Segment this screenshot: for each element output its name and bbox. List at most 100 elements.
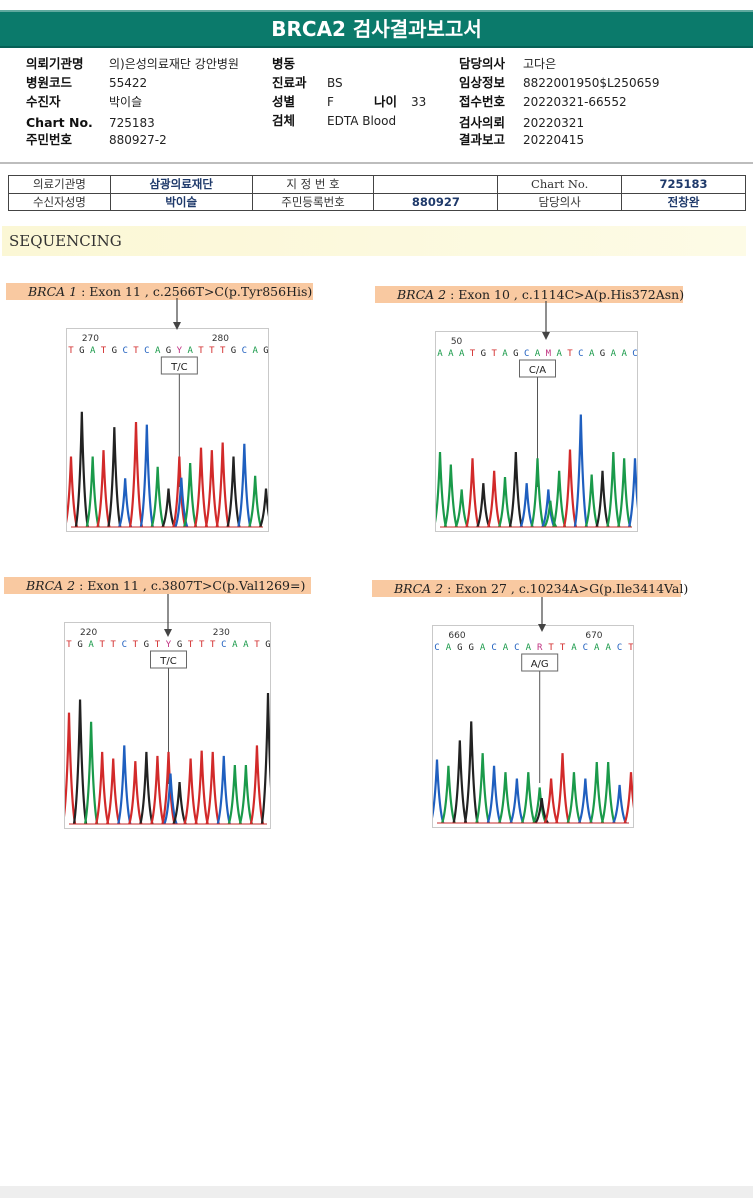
trace-peak	[552, 470, 567, 528]
trace-peak	[486, 765, 502, 824]
value-resident-number: 880927-2	[109, 133, 167, 147]
trace-peak	[74, 411, 89, 528]
trace-peak	[487, 470, 502, 528]
base-call-letter: T	[101, 346, 107, 356]
trace-peak	[562, 449, 578, 528]
label-clinical-info: 임상정보	[459, 75, 506, 90]
call-box	[150, 650, 187, 669]
base-call-letter: A	[605, 643, 611, 653]
base-call-letter: G	[177, 640, 182, 650]
base-call-letter: G	[265, 640, 270, 650]
trace-peak	[600, 761, 616, 824]
base-call-letter: A	[480, 643, 486, 653]
trace-peak	[509, 778, 525, 824]
chromatogram-panel: 220 230 T G A T T C T G T Y G T T T C A A T G T/C	[64, 622, 271, 829]
scan-cell-resident-label: 주민등록번호	[251, 192, 375, 211]
trace-peak	[205, 751, 220, 825]
trace-peak	[627, 458, 637, 528]
base-call-letter: A	[556, 349, 562, 359]
trace-peak	[612, 784, 627, 824]
trace-peak	[194, 750, 209, 825]
base-call-letter: G	[144, 640, 149, 650]
base-call-letter: G	[112, 346, 117, 356]
base-call-letter: A	[502, 349, 508, 359]
variant-detail: : Exon 10 , c.1114C>A(p.His372Asn)	[446, 287, 685, 302]
trace-peak	[555, 753, 570, 824]
base-call-letter: A	[594, 643, 600, 653]
trace-peak	[128, 761, 143, 825]
scan-cell-recipient-value: 박이슬	[109, 192, 253, 211]
trace-peak	[441, 765, 456, 824]
base-call-letter: G	[513, 349, 518, 359]
base-call-letter: A	[437, 349, 443, 359]
base-call-letter: A	[611, 349, 617, 359]
genotype-call: A/G	[531, 659, 549, 670]
scan-cell-institution-value: 삼광의료재단	[109, 175, 253, 194]
base-call-letter: G	[79, 346, 84, 356]
base-call-letter: T	[111, 640, 117, 650]
base-call-letter: T	[220, 346, 226, 356]
trace-peak	[216, 755, 231, 825]
trace-peak	[498, 772, 513, 824]
base-call-letter: A	[535, 349, 541, 359]
variant-detail: : Exon 27 , c.10234A>G(p.Ile3414Val)	[443, 581, 689, 596]
label-specimen: 검체	[272, 113, 296, 128]
value-age: 33	[411, 95, 427, 109]
trace-peak	[519, 483, 534, 528]
base-call-letter: T	[628, 643, 634, 653]
base-call-letter: A	[88, 640, 94, 650]
base-call-letter: T	[491, 349, 497, 359]
base-call-letter: A	[252, 346, 258, 356]
trace-peak	[508, 451, 523, 528]
trace-peak	[238, 765, 254, 825]
trace-peak	[183, 758, 198, 825]
trace-peak	[106, 758, 121, 825]
label-requesting-institution: 의뢰기관명	[26, 56, 84, 71]
variant-label: BRCA 2 : Exon 10 , c.1114C>A(p.His372Asn…	[375, 286, 685, 303]
base-call-letter: T	[470, 349, 476, 359]
position-label-left: 50	[451, 337, 463, 347]
trace-peak	[85, 456, 100, 528]
base-call-letter: C	[491, 643, 496, 653]
trace-peak	[161, 488, 176, 528]
trace-peak	[436, 451, 448, 528]
trace-peak	[566, 772, 582, 824]
trace-peak	[227, 765, 242, 825]
label-resident-number: 주민번호	[26, 132, 73, 147]
trace-peak	[573, 414, 588, 528]
trace-peak	[463, 721, 479, 824]
trace-peak	[204, 450, 219, 528]
base-call-letter: A	[589, 349, 595, 359]
trace-peak	[139, 751, 154, 825]
label-chart-no: Chart No.	[26, 115, 93, 130]
label-request-date: 검사의뢰	[459, 115, 506, 130]
trace-peak	[215, 442, 230, 528]
scan-cell-designation-label: 지 정 번 호	[251, 175, 375, 194]
base-call-letter: C	[514, 643, 519, 653]
trace-peak	[617, 458, 632, 528]
base-call-letter: C	[122, 346, 127, 356]
trace-peak	[578, 778, 593, 824]
label-report-date: 결과보고	[459, 132, 506, 147]
base-call-letter: M	[546, 349, 552, 359]
position-label-left: 220	[80, 628, 97, 638]
base-call-letter: T	[68, 346, 74, 356]
base-call-letter: T	[209, 346, 215, 356]
trace-peak	[172, 782, 187, 825]
base-call-letter: A	[571, 643, 577, 653]
base-call-letter: A	[155, 346, 161, 356]
trace-peak	[128, 422, 144, 528]
base-call-letter: C	[122, 640, 127, 650]
base-call-letter: T	[198, 346, 204, 356]
trace-peak	[584, 474, 599, 528]
trace-peak	[530, 458, 545, 528]
label-receipt-number: 접수번호	[459, 94, 506, 109]
base-call-letter: C	[434, 643, 439, 653]
trace-peak	[454, 489, 469, 528]
trace-peak	[260, 692, 270, 825]
base-call-letter: A	[243, 640, 249, 650]
trace-peak	[95, 751, 110, 825]
chromatogram-panel: 50 A A A T G T A G C A M A T C A G A A C C/A	[435, 331, 638, 532]
call-box	[160, 356, 198, 375]
